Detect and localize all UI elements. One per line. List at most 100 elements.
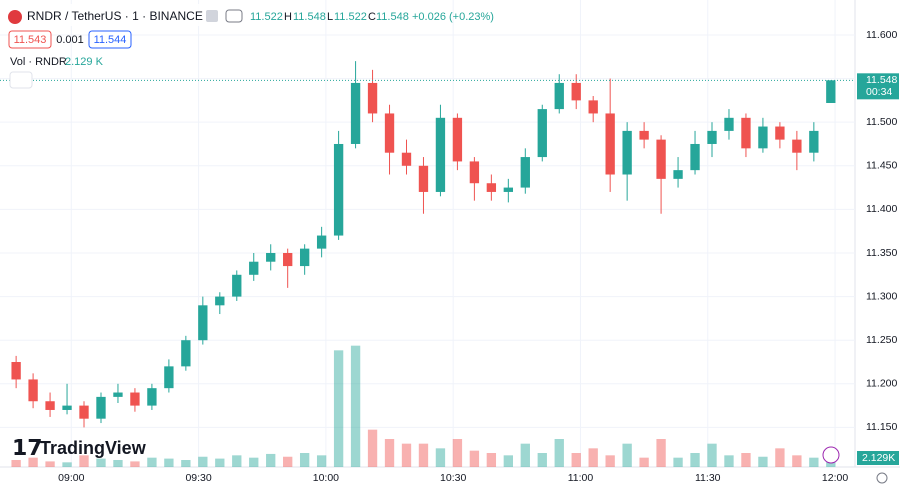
candle-body xyxy=(28,379,38,402)
settings-icon[interactable] xyxy=(876,472,888,484)
candle-body xyxy=(724,117,734,131)
bid-box[interactable] xyxy=(8,30,52,49)
candle-body xyxy=(62,405,72,410)
candle-body xyxy=(792,139,802,153)
header-low: 11.522 xyxy=(334,11,367,23)
volume-bar xyxy=(503,455,513,467)
y-tick-label: 11.500 xyxy=(866,116,897,128)
volume-bar xyxy=(588,448,598,467)
candle-body xyxy=(639,130,649,140)
y-tick-label: 11.600 xyxy=(866,29,897,41)
candle-body xyxy=(316,235,327,249)
header-close: 11.548 xyxy=(376,11,409,23)
logo: TradingView xyxy=(40,438,147,458)
candle-body xyxy=(198,305,208,341)
volume-bar xyxy=(181,460,191,467)
volume-value: 2.129 K xyxy=(65,56,104,68)
volume-bar xyxy=(809,457,819,467)
candle-body xyxy=(571,82,581,101)
candle-body xyxy=(775,126,785,140)
volume-title: Vol · RNDR xyxy=(10,56,67,68)
volume-tag-label: 2.129K xyxy=(862,452,895,464)
candle-body xyxy=(452,117,463,162)
flag-icon[interactable] xyxy=(206,10,218,22)
candle-body xyxy=(741,117,751,149)
volume-bar xyxy=(435,448,446,467)
candle-body xyxy=(266,252,276,262)
volume-bar xyxy=(96,458,106,467)
candle-body xyxy=(147,388,157,406)
volume-bar xyxy=(164,458,174,467)
volume-bar xyxy=(350,345,361,467)
volume-bar xyxy=(792,455,802,467)
volume-bar xyxy=(249,457,259,467)
price-tag-label: 11.548 xyxy=(866,74,897,86)
candle-body xyxy=(249,261,259,275)
y-tick-label: 11.450 xyxy=(866,160,897,172)
bid: 11.543 xyxy=(14,34,47,46)
volume-bar xyxy=(232,455,242,467)
candle-body xyxy=(758,126,768,149)
volume-bar xyxy=(622,443,632,467)
volume-bar xyxy=(130,461,140,467)
volume-bar xyxy=(537,453,547,467)
candle-body xyxy=(164,366,174,389)
y-tick-label: 11.200 xyxy=(866,378,897,390)
candle-body xyxy=(469,161,480,184)
candle-body xyxy=(503,187,513,192)
collapse-button[interactable] xyxy=(9,71,33,89)
volume-bar xyxy=(758,456,768,467)
symbol: RNDR / TetherUS · 1 · BINANCE xyxy=(27,9,203,23)
x-tick-label: 10:00 xyxy=(313,472,339,484)
x-tick-label: 12:00 xyxy=(822,472,848,484)
volume-bar xyxy=(486,453,497,467)
candle-body xyxy=(215,296,225,306)
volume-bar xyxy=(469,450,480,467)
candle-body xyxy=(96,396,106,419)
volume-bar xyxy=(367,429,378,467)
logo-mark: 𝟭𝟳 xyxy=(12,435,43,460)
volume-bar xyxy=(384,439,395,467)
volume-bar xyxy=(605,455,615,467)
volume-bar xyxy=(45,461,55,467)
candle-body xyxy=(826,80,836,103)
ask-box[interactable] xyxy=(88,30,132,49)
header-change: +0.026 (+0.23%) xyxy=(412,11,494,23)
header-high: 11.548 xyxy=(293,11,326,23)
candle-body xyxy=(181,340,191,367)
volume-bar xyxy=(401,443,412,467)
header-bg xyxy=(2,4,248,26)
header-c-label: C xyxy=(368,11,376,23)
candle-body xyxy=(707,130,717,144)
volume-bar xyxy=(656,439,666,467)
header-open: 11.522 xyxy=(250,11,283,23)
candle-body xyxy=(486,183,497,192)
ask: 11.544 xyxy=(94,34,127,46)
volume-tag xyxy=(857,451,899,465)
volume-bar xyxy=(333,350,344,467)
volume-bar xyxy=(215,458,225,467)
y-tick-label: 11.150 xyxy=(866,421,897,433)
price-tag xyxy=(857,73,899,100)
volume-bar xyxy=(198,456,208,467)
candle-body xyxy=(690,143,700,171)
candle-body xyxy=(232,274,242,297)
volume-bar xyxy=(283,456,293,467)
volume-bar xyxy=(724,455,734,467)
lightning-icon[interactable] xyxy=(822,446,840,464)
candle-body xyxy=(384,113,395,153)
candle-body xyxy=(333,143,344,236)
x-tick-label: 09:30 xyxy=(185,472,211,484)
y-tick-label: 11.250 xyxy=(866,334,897,346)
candle-body xyxy=(588,100,598,114)
volume-bar xyxy=(520,443,530,467)
volume-bar xyxy=(266,453,276,467)
x-tick-label: 11:30 xyxy=(695,472,721,484)
menu-icon[interactable] xyxy=(225,9,243,23)
candle-body xyxy=(605,113,615,175)
candle-body xyxy=(283,252,293,267)
x-tick-label: 09:00 xyxy=(58,472,84,484)
candle-body xyxy=(11,362,21,380)
volume-bar xyxy=(418,443,429,467)
